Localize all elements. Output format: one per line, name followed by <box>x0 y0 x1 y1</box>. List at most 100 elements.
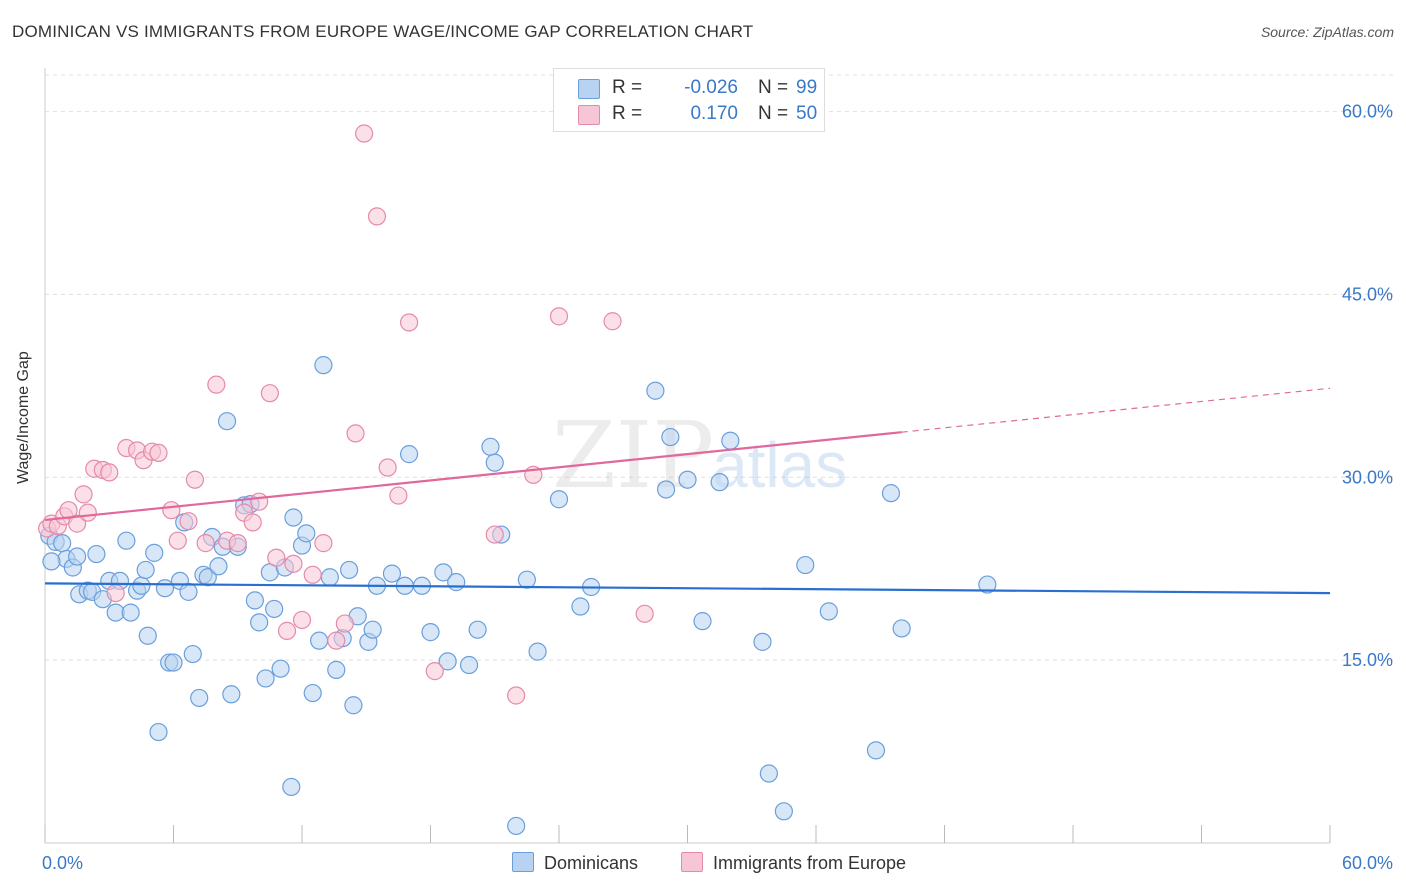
europe-point <box>346 424 365 443</box>
dominican-point <box>678 470 697 489</box>
pink-swatch <box>578 105 600 125</box>
europe-point <box>635 604 654 623</box>
dominican-point <box>693 612 712 631</box>
europe-point <box>284 554 303 573</box>
europe-point <box>267 548 286 567</box>
dominican-point <box>759 764 778 783</box>
dominican-point <box>646 381 665 400</box>
n-value: 99 <box>796 77 818 98</box>
legend-swatch-blue <box>512 852 534 872</box>
dominican-point <box>303 683 322 703</box>
dominican-point <box>507 816 526 836</box>
r-value: -0.026 <box>684 77 738 98</box>
dominican-point <box>222 685 241 704</box>
dominican-point <box>320 568 339 587</box>
n-label: N = <box>758 77 789 98</box>
dominican-point <box>117 531 136 550</box>
dominican-point <box>132 576 151 595</box>
dominican-point <box>340 560 359 580</box>
dominican-point <box>796 555 815 575</box>
europe-point <box>106 583 125 603</box>
europe-point <box>78 503 97 522</box>
dominican-point <box>421 623 440 642</box>
dominican-point <box>265 599 284 619</box>
legend-label: Dominicans <box>544 853 639 873</box>
europe-point <box>68 514 87 533</box>
blue-swatch <box>578 79 600 99</box>
dominican-point <box>297 524 316 543</box>
europe-point <box>59 501 78 520</box>
dominican-point <box>571 597 590 616</box>
europe-point <box>389 486 408 505</box>
y-tick-label: 45.0% <box>1342 284 1393 304</box>
europe-point <box>149 443 168 463</box>
trend-lines <box>44 387 1331 595</box>
dominican-point <box>661 427 680 447</box>
r-label: R = <box>612 103 643 124</box>
y-tick-label: 15.0% <box>1342 650 1393 670</box>
r-value: 0.170 <box>690 103 738 124</box>
dominican-point <box>434 563 453 582</box>
n-label: N = <box>758 103 789 124</box>
dominican-point <box>314 356 333 375</box>
dominican-point <box>710 473 729 492</box>
europe-point <box>425 662 444 681</box>
europe-point <box>399 313 419 332</box>
europe-point <box>260 384 279 403</box>
dominican-point <box>155 579 175 598</box>
dominican-point <box>145 543 164 562</box>
europe-trend-extension <box>901 387 1331 433</box>
europe-point <box>355 124 374 143</box>
dominican-point <box>656 480 676 499</box>
legend-item-dominicans[interactable]: Dominicans <box>512 852 638 874</box>
dominican-point <box>549 490 569 509</box>
dominican-point <box>819 602 838 621</box>
europe-point <box>314 534 333 553</box>
dominican-point <box>459 655 479 675</box>
dominican-point <box>978 575 997 594</box>
watermark: ZIP atlas <box>552 402 847 509</box>
dominican-point <box>310 631 329 650</box>
dominican-point <box>485 453 504 472</box>
dominicans-points <box>40 356 997 836</box>
grid-lines <box>45 74 1395 661</box>
dominican-point <box>284 508 303 527</box>
dominican-point <box>164 653 183 672</box>
dominican-point <box>528 642 547 661</box>
dominican-point <box>190 688 209 708</box>
source-note: Source: ZipAtlas.com <box>1260 24 1394 40</box>
dominican-point <box>121 603 140 622</box>
dominican-point <box>138 626 157 645</box>
y-tick-label: 60.0% <box>1342 102 1393 122</box>
dominican-point <box>481 437 500 456</box>
europe-point <box>378 458 397 477</box>
legend-item-europe[interactable]: Immigrants from Europe <box>681 852 906 874</box>
dominican-point <box>753 632 772 651</box>
europe-point <box>485 525 504 544</box>
correlation-box: R = -0.026 N = 99 R = 0.170 N = 50 <box>553 68 825 132</box>
europe-point <box>196 534 215 553</box>
europe-point <box>100 463 119 482</box>
legend-swatch-pink <box>681 852 703 872</box>
dominican-point <box>721 431 740 450</box>
axes <box>44 68 1331 844</box>
dominican-point <box>892 619 911 638</box>
dominican-point <box>245 591 264 610</box>
dominican-point <box>438 652 457 671</box>
dominican-point <box>517 570 536 589</box>
dominican-point <box>198 568 217 587</box>
dominican-point <box>282 777 301 797</box>
europe-point <box>162 501 181 520</box>
n-value: 50 <box>796 103 818 124</box>
dominican-point <box>149 722 168 742</box>
europe-point <box>228 534 247 553</box>
x-tick-label: 0.0% <box>42 853 83 873</box>
dominican-point <box>250 613 269 632</box>
dominican-point <box>344 696 363 715</box>
dominican-point <box>179 582 198 601</box>
r-label: R = <box>612 77 643 98</box>
europe-point <box>335 614 354 633</box>
europe-point <box>507 686 526 705</box>
dominican-point <box>382 564 402 583</box>
